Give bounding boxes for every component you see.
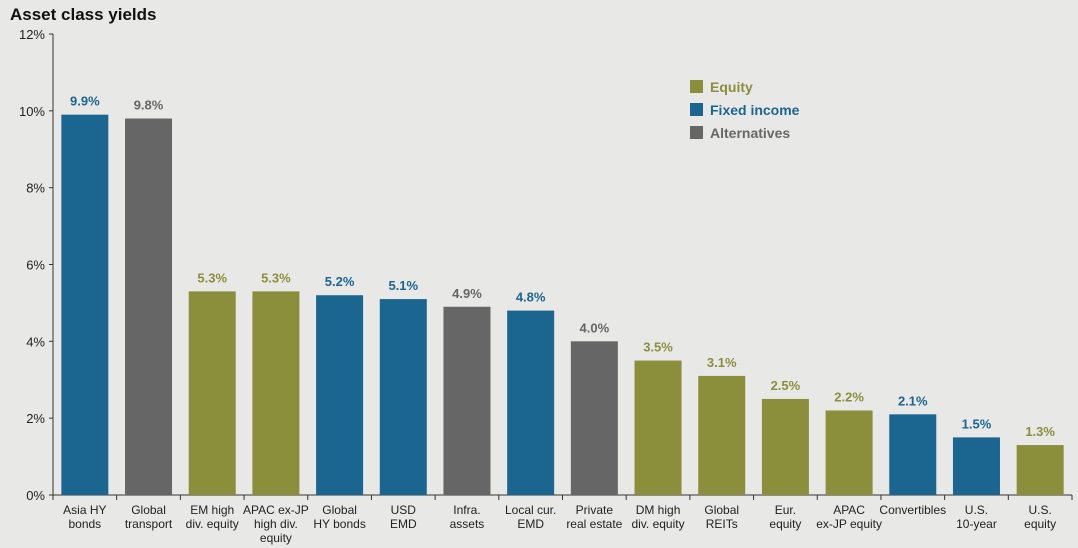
x-tick-label: Local cur. EMD	[505, 503, 556, 531]
legend-swatch	[690, 103, 703, 116]
x-tick-label: USD EMD	[390, 503, 417, 531]
data-label: 9.8%	[134, 98, 164, 113]
x-tick-label: Global REITs	[704, 503, 739, 531]
x-tick-label: Infra. assets	[450, 503, 485, 531]
legend-swatch	[690, 80, 703, 93]
bar	[570, 341, 618, 495]
bar	[316, 295, 364, 495]
x-tick-label: DM high div. equity	[631, 503, 684, 531]
data-label: 5.3%	[197, 270, 227, 285]
y-tick-label: 0%	[26, 488, 45, 503]
data-label: 3.1%	[707, 355, 737, 370]
y-tick-label: 6%	[26, 258, 45, 273]
data-label: 1.3%	[1025, 424, 1055, 439]
x-tick-label: EM high div. equity	[186, 503, 239, 531]
y-tick-label: 4%	[26, 334, 45, 349]
data-label: 4.9%	[452, 286, 482, 301]
y-tick-label: 10%	[19, 104, 45, 119]
bar	[761, 398, 809, 495]
legend-label: Alternatives	[710, 125, 790, 141]
x-tick-label: Global transport	[125, 503, 173, 531]
chart-title: Asset class yields	[10, 5, 156, 24]
bars: 9.9% Asia HY bonds 9.8% Global transport 5.3% E…	[61, 94, 1064, 545]
data-label: 5.2%	[325, 274, 355, 289]
bar	[379, 299, 427, 495]
bar	[889, 414, 937, 495]
bar	[698, 375, 746, 495]
y-tick-label: 12%	[19, 27, 45, 42]
x-tick-label: Global HY bonds	[313, 503, 365, 531]
bar	[188, 291, 236, 495]
y-tick-label: 2%	[26, 411, 45, 426]
bar	[952, 437, 1000, 495]
bar	[634, 360, 682, 495]
data-label: 4.0%	[580, 320, 610, 335]
legend: Equity Fixed income Alternatives	[690, 79, 800, 141]
data-label: 2.2%	[834, 389, 864, 404]
x-tick-label: U.S. equity	[1024, 503, 1056, 531]
data-label: 5.3%	[261, 270, 291, 285]
data-label: 2.1%	[898, 393, 928, 408]
bar	[1016, 445, 1064, 495]
x-tick-label: APAC ex-JP high div. equity	[243, 503, 309, 545]
bar	[61, 114, 109, 496]
legend-label: Fixed income	[710, 102, 800, 118]
data-label: 5.1%	[388, 278, 418, 293]
legend-swatch	[690, 126, 703, 139]
x-tick-label: Convertibles	[879, 503, 946, 517]
x-tick-label: Asia HY bonds	[63, 503, 106, 531]
bar	[507, 310, 555, 495]
bar	[252, 291, 300, 495]
x-tick-label: APAC ex-JP equity	[816, 503, 882, 531]
data-label: 1.5%	[962, 416, 992, 431]
bar	[125, 118, 173, 496]
data-label: 4.8%	[516, 290, 546, 305]
legend-label: Equity	[710, 79, 753, 95]
bar	[825, 410, 873, 495]
x-tick-label: Private real estate	[566, 503, 622, 531]
data-label: 2.5%	[771, 378, 801, 393]
data-label: 9.9%	[70, 94, 100, 109]
x-tick-label: Eur. equity	[769, 503, 801, 531]
x-tick-label: U.S. 10-year	[956, 503, 997, 531]
bar	[443, 306, 491, 495]
y-tick-label: 8%	[26, 181, 45, 196]
data-label: 3.5%	[643, 340, 673, 355]
